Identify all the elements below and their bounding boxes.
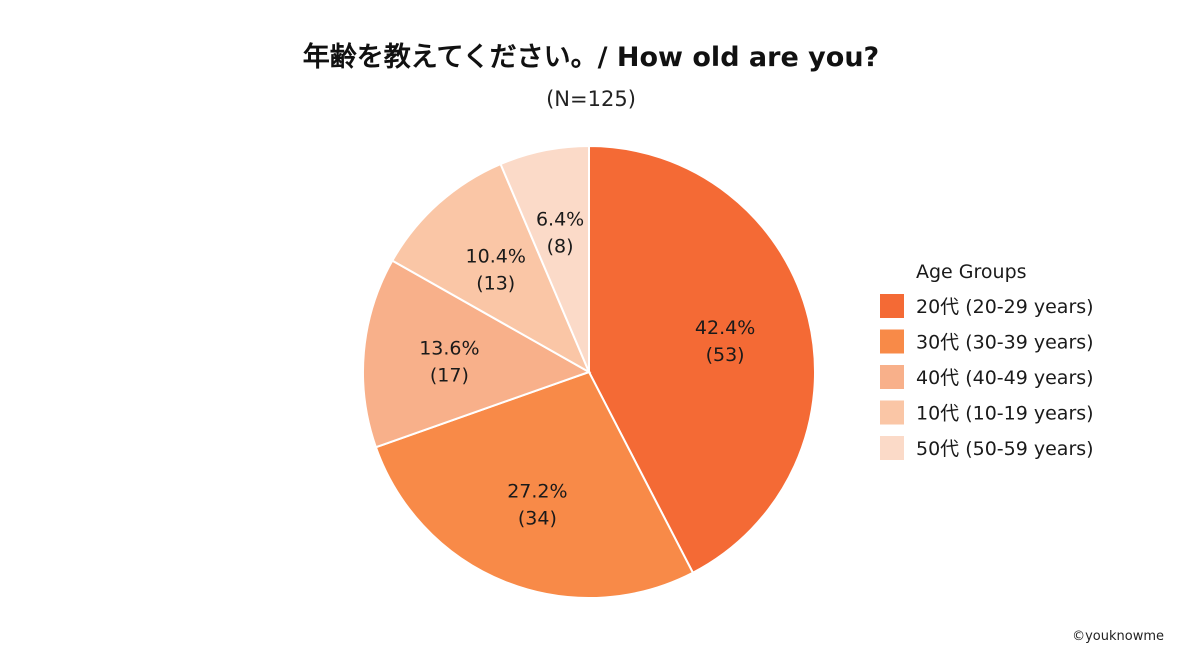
slice-count-label: (53) [706,344,745,366]
pie-slice [390,162,592,375]
pie-slice [362,259,592,449]
legend-label: 40代 (40-49 years) [916,367,1094,389]
slice-count-label: (34) [518,507,557,529]
slice-percent-label: 42.4% [695,317,755,339]
legend-swatch [880,365,904,389]
slice-percent-label: 13.6% [419,338,479,360]
slice-count-label: (17) [430,365,469,387]
legend-swatch [880,400,904,425]
legend: Age Groups 20代 (20-29 years) 30代 (30-39 y… [880,261,1094,460]
legend-swatch [880,329,904,354]
legend-swatch [880,436,904,460]
slice-percent-label: 27.2% [507,480,567,502]
slice-count-label: (8) [547,235,574,257]
pie-slice [588,144,817,575]
pie-slice [374,370,695,599]
chart-subtitle: (N=125) [546,87,636,111]
pie-slice-labels: 42.4% (53) 27.2% (34) 13.6% (17) 10.4% (13) 6.4%… [419,208,755,529]
copyright-credit: ©youknowme [1072,629,1164,644]
slice-percent-label: 6.4% [536,208,584,230]
legend-swatch [880,294,904,318]
legend-label: 10代 (10-19 years) [916,403,1094,425]
legend-label: 20代 (20-29 years) [916,296,1094,318]
slice-percent-label: 10.4% [466,246,526,268]
legend-label: 30代 (30-39 years) [916,332,1094,354]
legend-title: Age Groups [916,261,1027,283]
slice-count-label: (13) [476,273,515,295]
legend-items: 20代 (20-29 years) 30代 (30-39 years) 40代 (4… [880,294,1094,460]
pie-slice [499,144,590,373]
legend-label: 50代 (50-59 years) [916,438,1094,460]
chart-title: 年齢を教えてください。/ How old are you? [303,41,879,73]
pie-slices [362,144,817,599]
